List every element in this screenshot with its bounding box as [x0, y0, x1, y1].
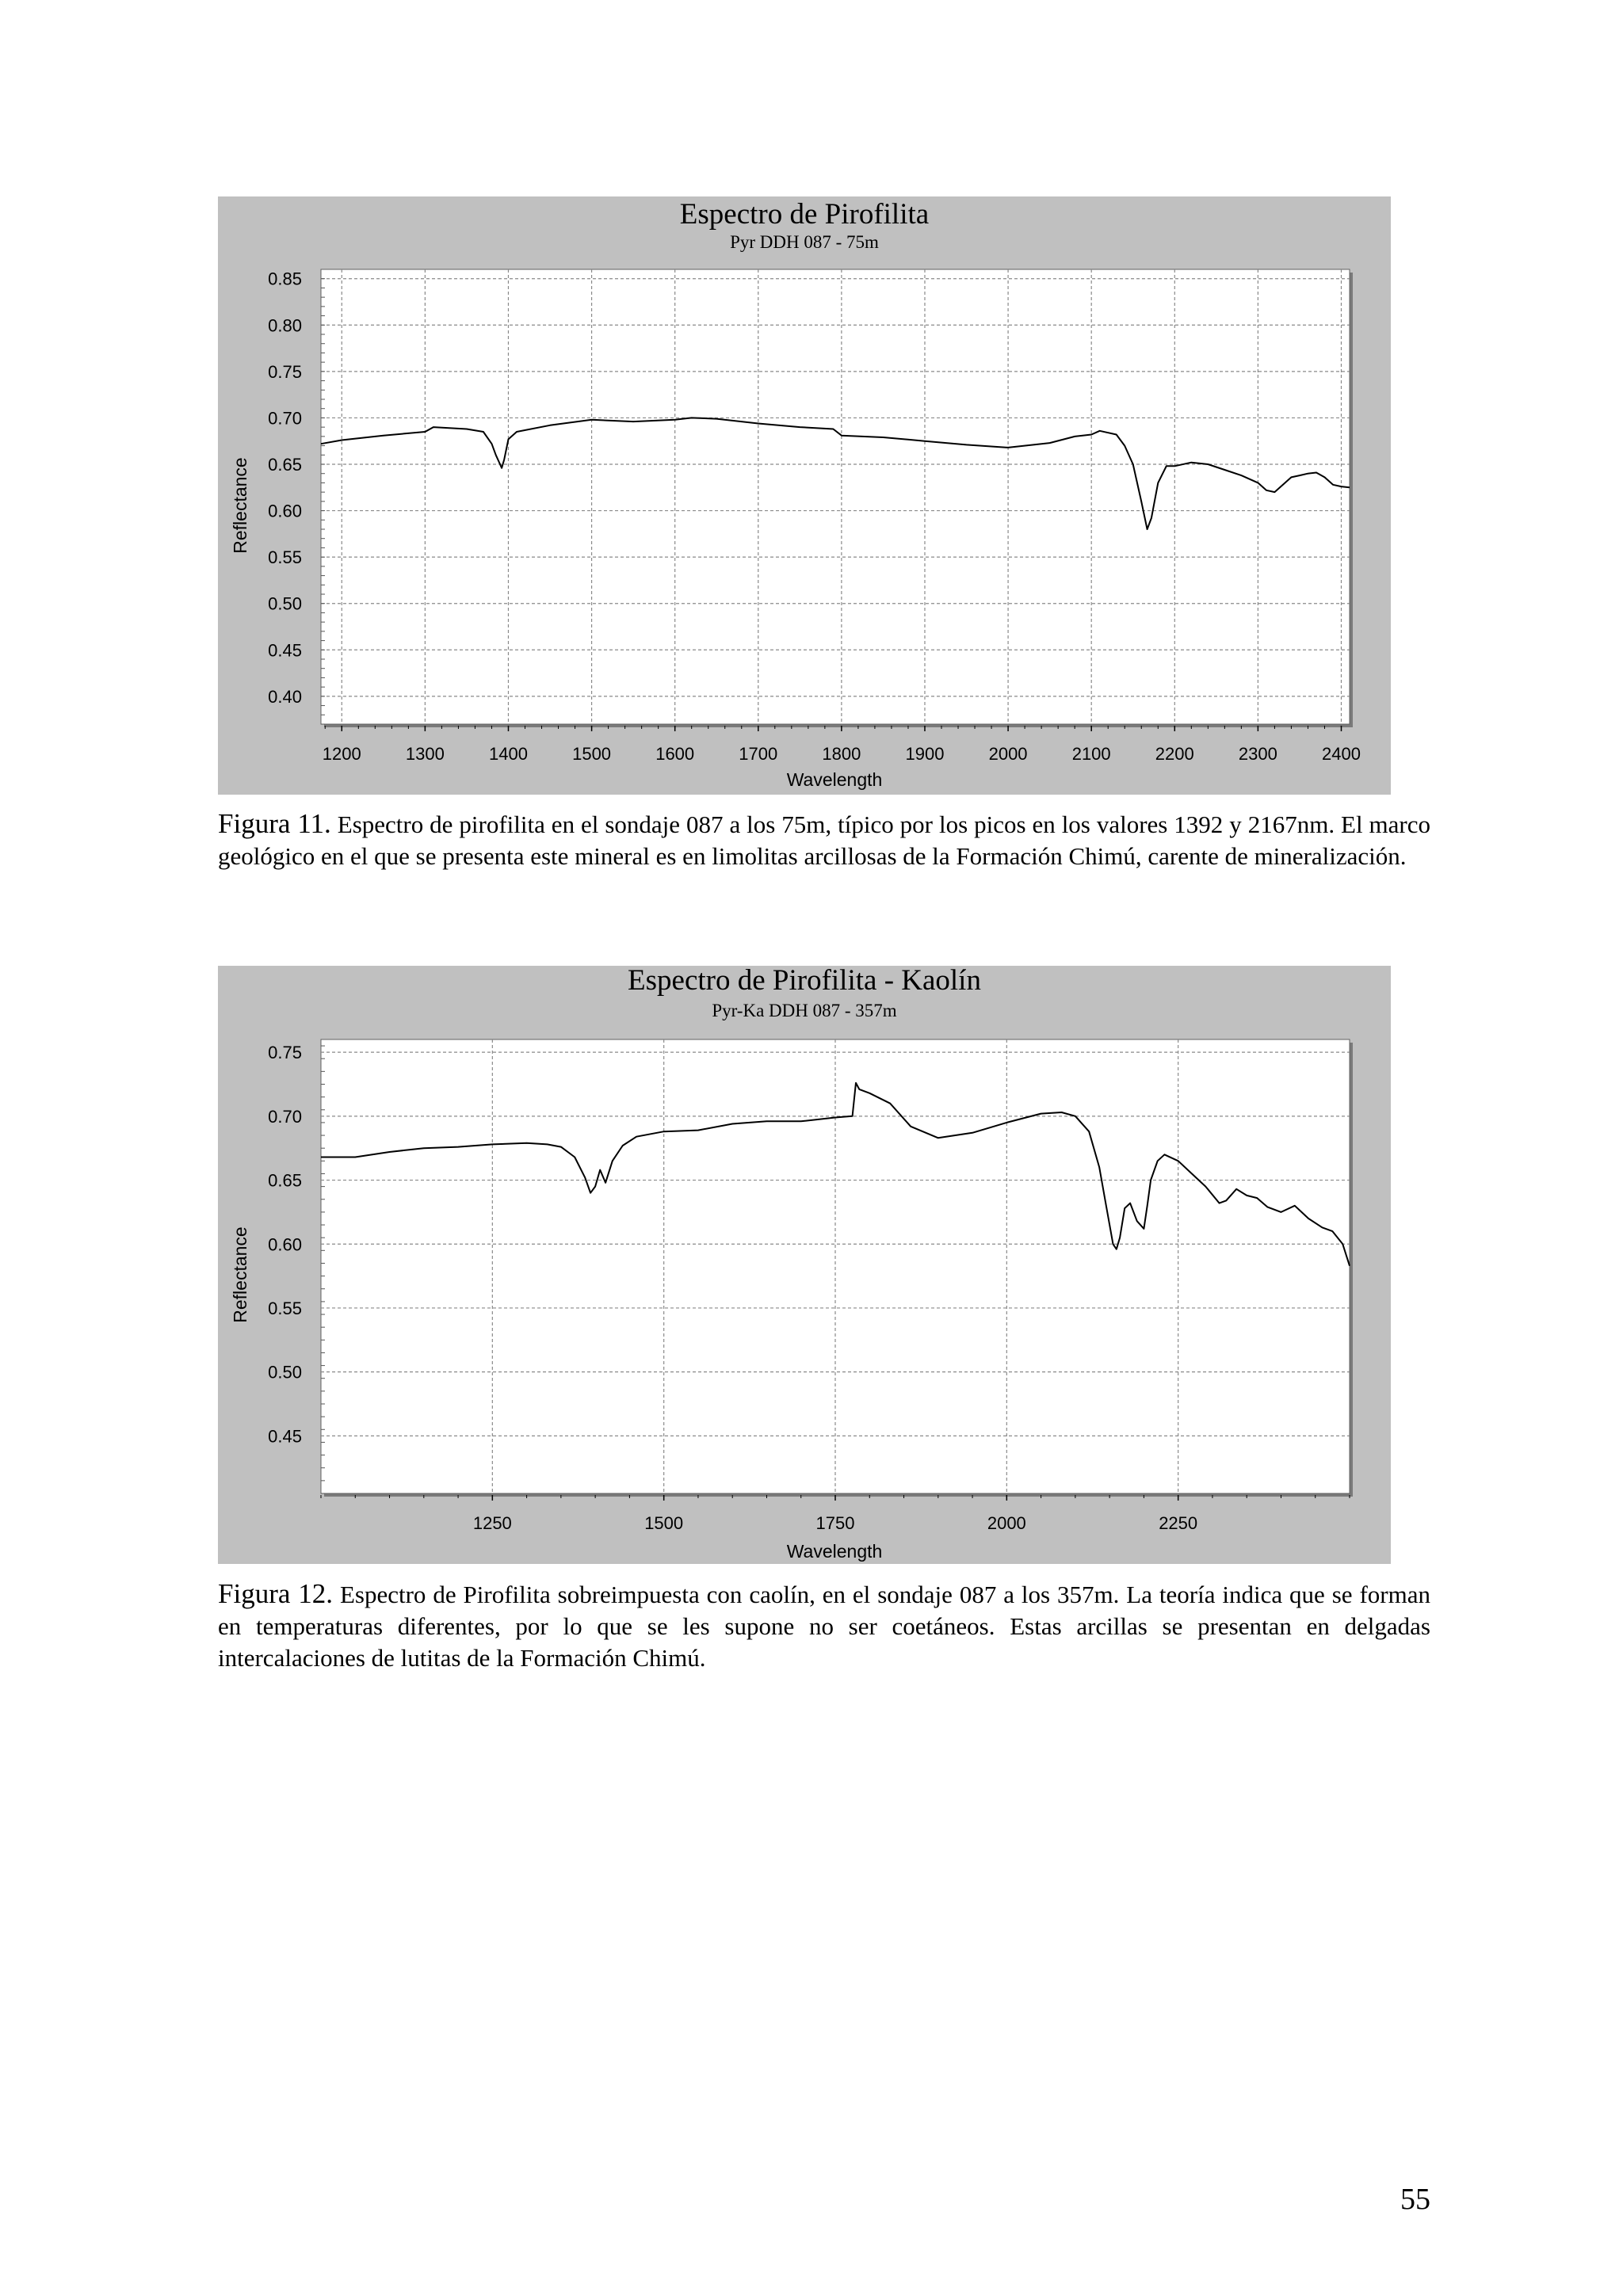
y-tick-label: 0.65 [268, 1171, 302, 1191]
x-tick-label: 1900 [906, 744, 945, 764]
y-tick-label: 0.75 [268, 362, 302, 382]
figure-12-caption: Figura 12. Espectro de Pirofilita sobrei… [218, 1578, 1430, 1674]
x-axis-label: Wavelength [787, 769, 883, 790]
x-tick-label: 2000 [987, 1513, 1026, 1533]
chart-title: Espectro de Pirofilita - Kaolín [628, 966, 981, 997]
y-tick-label: 0.55 [268, 1299, 302, 1318]
x-tick-label: 2300 [1239, 744, 1277, 764]
spectrum-series-line [320, 417, 1350, 530]
pyrophyllite-spectrum-chart: Espectro de Pirofilita Pyr DDH 087 - 75m… [218, 196, 1391, 795]
y-tick-label: 0.60 [268, 502, 302, 521]
x-tick-label: 2100 [1072, 744, 1111, 764]
x-tick-label: 1600 [655, 744, 694, 764]
y-tick-label: 0.45 [268, 1426, 302, 1446]
y-tick-label: 0.40 [268, 687, 302, 707]
x-tick-label: 2000 [989, 744, 1028, 764]
figure-12-chart: Espectro de Pirofilita - Kaolín Pyr-Ka D… [218, 966, 1391, 1564]
x-tick-label: 1400 [489, 744, 528, 764]
caption-label: Figura 11. [218, 808, 331, 839]
y-tick-label: 0.50 [268, 594, 302, 614]
caption-label: Figura 12. [218, 1578, 334, 1609]
x-tick-label: 2400 [1322, 744, 1361, 764]
x-tick-label: 1250 [473, 1513, 512, 1533]
spectrum-series-line [321, 1081, 1350, 1267]
y-tick-label: 0.55 [268, 547, 302, 567]
y-tick-label: 0.65 [268, 455, 302, 475]
x-axis-label: Wavelength [787, 1541, 883, 1562]
y-axis-label: Reflectance [230, 1226, 250, 1322]
y-tick-label: 0.45 [268, 640, 302, 660]
pyrophyllite-kaolin-spectrum-chart: Espectro de Pirofilita - Kaolín Pyr-Ka D… [218, 966, 1391, 1564]
x-tick-label: 1800 [822, 744, 861, 764]
x-tick-label: 2250 [1159, 1513, 1197, 1533]
x-tick-label: 1200 [323, 744, 361, 764]
x-tick-label: 1500 [644, 1513, 683, 1533]
y-tick-label: 0.70 [268, 408, 302, 428]
chart-subtitle: Pyr DDH 087 - 75m [730, 232, 879, 252]
caption-text: Espectro de Pirofilita sobreimpuesta con… [218, 1581, 1430, 1672]
y-tick-label: 0.50 [268, 1363, 302, 1383]
plot-area [320, 269, 1350, 725]
chart-title: Espectro de Pirofilita [680, 198, 929, 231]
x-tick-label: 1750 [816, 1513, 855, 1533]
caption-text: Espectro de pirofilita en el sondaje 087… [218, 810, 1430, 870]
x-tick-label: 2200 [1155, 744, 1194, 764]
figure-11-caption: Figura 11. Espectro de pirofilita en el … [218, 808, 1430, 872]
chart-subtitle: Pyr-Ka DDH 087 - 357m [712, 1001, 896, 1020]
y-tick-label: 0.85 [268, 269, 302, 289]
x-tick-label: 1700 [739, 744, 777, 764]
x-tick-label: 1300 [406, 744, 445, 764]
y-tick-label: 0.75 [268, 1043, 302, 1062]
x-tick-label: 1500 [572, 744, 611, 764]
y-tick-label: 0.60 [268, 1234, 302, 1254]
y-tick-label: 0.70 [268, 1107, 302, 1127]
y-tick-label: 0.80 [268, 315, 302, 335]
page-number: 55 [1400, 2183, 1430, 2216]
figure-11-chart: Espectro de Pirofilita Pyr DDH 087 - 75m… [218, 196, 1391, 795]
y-axis-label: Reflectance [230, 457, 250, 553]
